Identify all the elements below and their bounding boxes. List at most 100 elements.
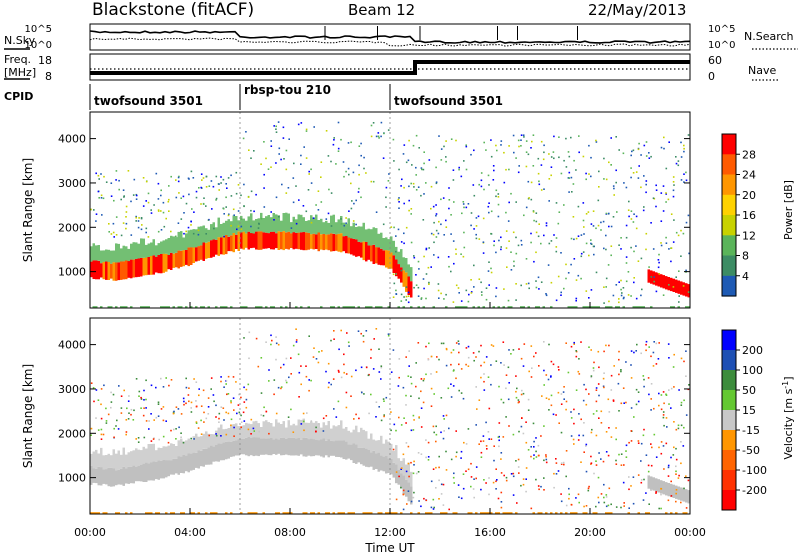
v-scatter-101 <box>138 395 140 397</box>
p-scatter-1027 <box>550 281 553 284</box>
v-scatter-990 <box>527 409 530 411</box>
p-scatter-1056 <box>565 277 567 280</box>
v-late-cell-1371 <box>677 486 680 500</box>
v-scatter-1097 <box>573 443 575 445</box>
v-scatter-1115 <box>580 418 582 421</box>
p-scatter-931 <box>508 240 510 242</box>
v-fringe-cell-262 <box>210 434 213 446</box>
v-scatter-1090 <box>570 504 573 506</box>
p-scatter-858 <box>478 183 480 186</box>
v-scatter-1320 <box>660 507 662 510</box>
p-scatter-1062 <box>568 177 571 179</box>
power-ytick-label-2: 3000 <box>58 177 86 190</box>
v-scatter-1390 <box>683 426 685 429</box>
v-scatter-829 <box>458 351 460 354</box>
p-scatter-1039 <box>555 250 558 253</box>
p-scatter-582 <box>360 196 362 199</box>
v-scatter-1329 <box>662 411 665 413</box>
v-near-482 <box>310 512 313 515</box>
v-scatter-831 <box>457 340 460 342</box>
v-late-cell-1399 <box>687 490 690 504</box>
v-scatter-1338 <box>668 389 670 391</box>
v-scatter-827 <box>458 363 460 366</box>
v-band-cell-94 <box>135 466 138 482</box>
p-scatter-284 <box>218 189 220 191</box>
v-scatter-365 <box>253 430 256 432</box>
v-scatter-1064 <box>560 431 563 434</box>
p-scatter-663 <box>398 197 400 199</box>
v-scatter-1156 <box>595 460 597 462</box>
p-scatter-710 <box>413 255 415 257</box>
p-scatter-1300 <box>667 198 670 201</box>
v-scatter-492 <box>315 358 318 360</box>
p-band-cell-505 <box>327 234 330 251</box>
v-scatter-559 <box>348 345 350 347</box>
v-scatter-733 <box>420 378 423 380</box>
v-scatter-342 <box>243 386 245 389</box>
v-scatter-776 <box>435 433 438 436</box>
p-scatter-952 <box>517 171 520 174</box>
p-scatter-226 <box>193 211 195 213</box>
v-scatter-1227 <box>625 456 628 458</box>
v-scatter-1223 <box>623 464 625 466</box>
v-scatter-925 <box>500 452 503 454</box>
v-band-cell-483 <box>312 439 315 457</box>
v-scatter-1106 <box>577 370 580 373</box>
v-scatter-895 <box>488 493 490 496</box>
p-scatter-294 <box>222 178 225 181</box>
p-scatter-1159 <box>610 254 612 257</box>
p-scatter-1198 <box>625 262 628 264</box>
v-scatter-862 <box>475 386 477 388</box>
v-scatter-146 <box>157 403 160 405</box>
v-scatter-100 <box>137 441 140 443</box>
power-colorbar-label: Power [dB] <box>782 180 795 240</box>
v-near-892 <box>485 512 488 515</box>
p-scatter-701 <box>407 295 410 297</box>
v-band-cell-266 <box>212 446 215 462</box>
v-scatter-32 <box>102 433 105 436</box>
v-band-cell-72 <box>125 468 128 484</box>
v-fringe-cell-533 <box>337 425 340 441</box>
p-scatter-57 <box>115 216 118 218</box>
v-near-595 <box>365 512 368 515</box>
xtick-label-5: 20:00 <box>574 526 606 539</box>
p-scatter-706 <box>410 208 413 210</box>
v-band-cell-144 <box>157 460 160 480</box>
p-scatter-959 <box>520 239 523 242</box>
p-scatter-54 <box>115 170 118 172</box>
v-scatter-1134 <box>587 489 590 492</box>
p-near-1129 <box>595 306 598 309</box>
p-scatter-1281 <box>660 242 662 244</box>
v-scatter-800 <box>445 469 448 471</box>
p-scatter-613 <box>377 132 380 134</box>
p-band-cell-32 <box>105 261 108 280</box>
p-scatter-1152 <box>607 264 610 266</box>
v-band-cell-278 <box>217 443 220 462</box>
vel-cbar-swatch-2 <box>722 370 736 391</box>
p-scatter-724 <box>418 268 420 270</box>
v-scatter-1105 <box>578 413 580 415</box>
v-fringe-cell-247 <box>202 433 205 449</box>
v-scatter-231 <box>195 421 198 423</box>
v-scatter-348 <box>245 406 248 409</box>
v-scatter-876 <box>480 451 483 454</box>
v-scatter-291 <box>223 419 225 421</box>
v-scatter-1010 <box>535 450 537 453</box>
v-scatter-96 <box>135 438 137 440</box>
p-scatter-843 <box>470 291 473 293</box>
p-scatter-1140 <box>602 220 605 223</box>
v-scatter-349 <box>245 398 248 401</box>
p-near-616 <box>377 306 380 309</box>
v-fringe-cell-86 <box>130 451 133 467</box>
p-fringe-cell-500 <box>322 222 325 234</box>
v-scatter-1292 <box>650 443 652 445</box>
v-scatter-818 <box>452 476 455 479</box>
v-scatter-1116 <box>583 383 585 386</box>
v-scatter-149 <box>157 415 160 417</box>
v-fringe-cell-95 <box>135 448 138 467</box>
v-scatter-3 <box>90 434 92 436</box>
v-fringe-cell-140 <box>155 450 158 462</box>
p-fringe-cell-703 <box>410 267 413 282</box>
p-scatter-655 <box>395 293 398 295</box>
p-scatter-726 <box>417 186 420 188</box>
